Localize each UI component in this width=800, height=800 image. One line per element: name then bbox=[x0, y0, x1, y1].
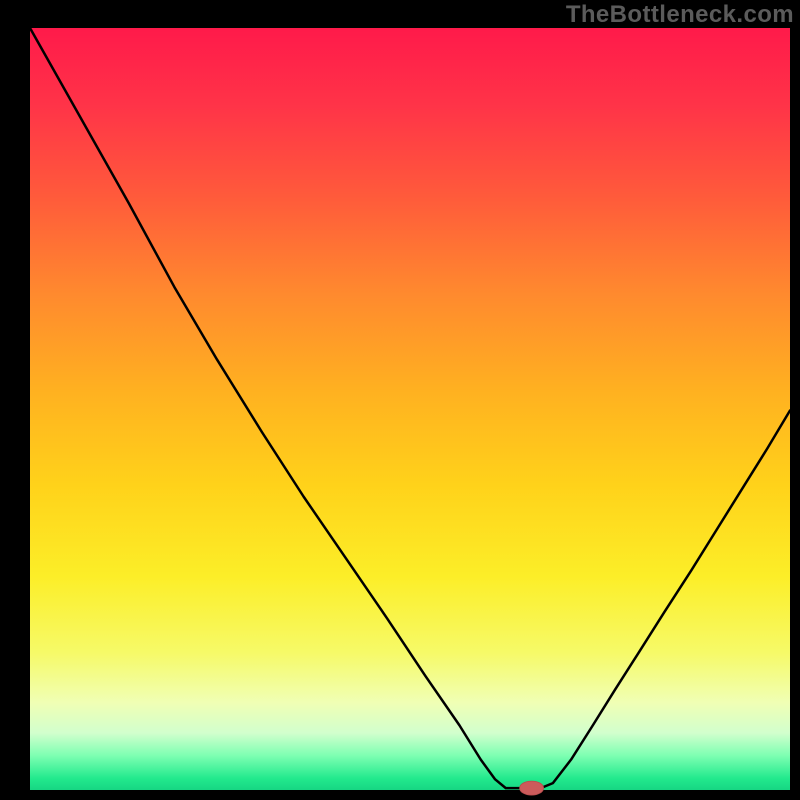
chart-plot-area bbox=[30, 28, 790, 790]
min-marker bbox=[520, 781, 544, 795]
line-chart bbox=[0, 0, 800, 800]
chart-container: TheBottleneck.com bbox=[0, 0, 800, 800]
